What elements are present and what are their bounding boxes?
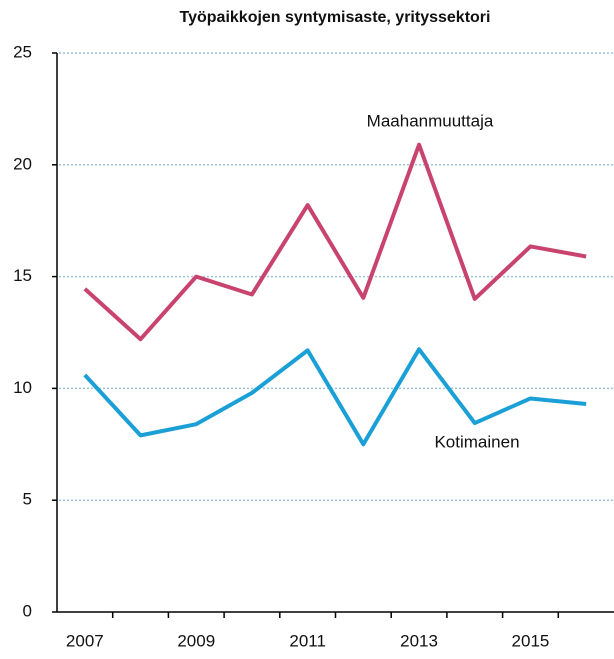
y-tick-label: 25 xyxy=(13,42,32,61)
chart-title: Työpaikkojen syntymisaste, yrityssektori xyxy=(180,9,491,26)
y-tick-label: 10 xyxy=(13,378,32,397)
line-series xyxy=(83,142,587,342)
series-label: Kotimainen xyxy=(434,432,519,451)
y-tick-label: 5 xyxy=(23,490,32,509)
y-tick-label: 0 xyxy=(23,601,32,620)
x-tick-label: 2015 xyxy=(512,631,550,650)
x-tick-label: 2007 xyxy=(66,631,104,650)
x-tick-label: 2009 xyxy=(177,631,215,650)
x-tick-label: 2013 xyxy=(400,631,438,650)
y-tick-label: 15 xyxy=(13,266,32,285)
y-tick-label: 20 xyxy=(13,154,32,173)
series-label: Maahanmuuttaja xyxy=(367,111,494,130)
line-series xyxy=(83,347,587,447)
x-tick-label: 2011 xyxy=(289,631,326,650)
